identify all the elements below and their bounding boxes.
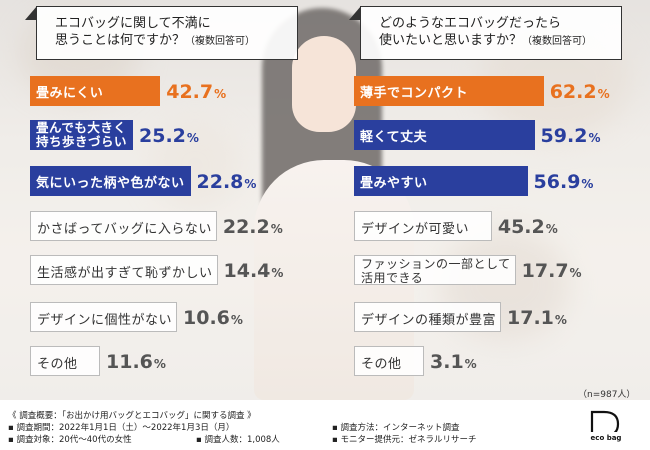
left-bar-1: 畳みにくい bbox=[30, 76, 161, 106]
left-bar-label-2: 畳んでも大きく 持ち歩きづらい bbox=[36, 120, 128, 149]
sample-size-note: （n=987人） bbox=[578, 390, 636, 400]
left-value-label-2: 25.2% bbox=[139, 125, 199, 147]
right-value-label-6: 17.1% bbox=[507, 307, 567, 329]
right-bar-6: デザインの種類が豊富 bbox=[354, 302, 502, 332]
background-photo bbox=[0, 0, 650, 400]
right-bar-5: ファッションの一部として 活用できる bbox=[354, 255, 516, 285]
left-question-box: エコバッグに関して不満に 思うことは何ですか？（複数回答可） bbox=[25, 5, 298, 60]
left-bar-label-5: 生活感が出すぎて恥ずかしい bbox=[37, 265, 213, 281]
footer-period: ▪ 調査期間：2022年1月1日（土）〜2022年1月3日（月） bbox=[8, 423, 235, 433]
left-bar-label-6: デザインに個性がない bbox=[37, 312, 173, 328]
right-bar-label-7: その他 bbox=[361, 356, 402, 372]
right-bar-label-4: デザインが可愛い bbox=[361, 221, 470, 237]
right-value-label-2: 59.2% bbox=[540, 125, 601, 147]
eco-bag-logo: eco bag bbox=[590, 410, 622, 442]
right-question-title: どのようなエコバッグだったら 使いたいと思いますか？（複数回答可） bbox=[379, 16, 593, 48]
left-bar-4: かさばってバッグに入らない bbox=[30, 211, 217, 241]
right-bar-3: 畳みやすい bbox=[354, 166, 528, 196]
right-value-label-5: 17.7% bbox=[521, 260, 582, 282]
left-bar-label-7: その他 bbox=[37, 356, 78, 372]
left-bar-label-4: かさばってバッグに入らない bbox=[37, 221, 212, 237]
footer-method: ▪ 調査方法：インターネット調査 bbox=[332, 423, 460, 433]
right-bar-4: デザインが可愛い bbox=[354, 211, 492, 241]
right-bar-label-2: 軽くて丈夫 bbox=[360, 129, 428, 145]
left-chart: エコバッグに関して不満に 思うことは何ですか？（複数回答可） 畳みにくい 42.7… bbox=[8, 0, 318, 400]
footer-count: ▪ 調査人数：1,008人 bbox=[196, 435, 280, 445]
right-bar-7: その他 bbox=[354, 346, 424, 376]
left-bar-label-3: 気にいった柄や色がない bbox=[36, 175, 185, 191]
left-bar-5: 生活感が出すぎて恥ずかしい bbox=[30, 255, 218, 285]
right-value-label-3: 56.9% bbox=[533, 171, 594, 193]
footer-target: ▪ 調査対象：20代〜40代の女性 bbox=[8, 435, 132, 445]
right-value-label-4: 45.2% bbox=[497, 216, 558, 238]
left-value-label-7: 11.6% bbox=[106, 351, 166, 373]
logo-text: eco bag bbox=[591, 434, 622, 442]
left-bar-label-1: 畳みにくい bbox=[36, 85, 104, 101]
right-value-label-7: 3.1% bbox=[430, 351, 477, 373]
right-bar-2: 軽くて丈夫 bbox=[354, 120, 535, 150]
right-bar-1: 薄手でコンパクト bbox=[354, 76, 544, 106]
left-value-label-5: 14.4% bbox=[223, 260, 284, 282]
left-bar-2: 畳んでも大きく 持ち歩きづらい bbox=[30, 120, 134, 150]
survey-footer: 《 調査概要：「お出かけ用バッグとエコバッグ」に関する調査 》 ▪ 調査期間：2… bbox=[0, 400, 650, 450]
left-value-label-6: 10.6% bbox=[183, 307, 243, 329]
right-chart: どのようなエコバッグだったら 使いたいと思いますか？（複数回答可） 薄手でコンパ… bbox=[332, 0, 642, 400]
right-bar-label-5: ファッションの一部として 活用できる bbox=[361, 257, 511, 285]
left-value-label-1: 42.7% bbox=[166, 81, 227, 103]
right-question-box: どのようなエコバッグだったら 使いたいと思いますか？（複数回答可） bbox=[349, 5, 622, 60]
left-question-title: エコバッグに関して不満に 思うことは何ですか？（複数回答可） bbox=[55, 16, 256, 48]
footer-provider: ▪ モニター提供元：ゼネラルリサーチ bbox=[332, 435, 477, 445]
right-bar-label-6: デザインの種類が豊富 bbox=[361, 312, 497, 328]
left-bar-6: デザインに個性がない bbox=[30, 302, 178, 332]
left-value-label-3: 22.8% bbox=[196, 171, 257, 193]
left-bar-7: その他 bbox=[30, 346, 100, 376]
right-bar-label-3: 畳みやすい bbox=[360, 175, 428, 191]
right-bar-label-1: 薄手でコンパクト bbox=[360, 85, 469, 101]
footer-title: 《 調査概要：「お出かけ用バッグとエコバッグ」に関する調査 》 bbox=[8, 411, 256, 421]
left-bar-3: 気にいった柄や色がない bbox=[30, 166, 191, 196]
right-value-label-1: 62.2% bbox=[549, 81, 610, 103]
left-value-label-4: 22.2% bbox=[222, 216, 283, 238]
